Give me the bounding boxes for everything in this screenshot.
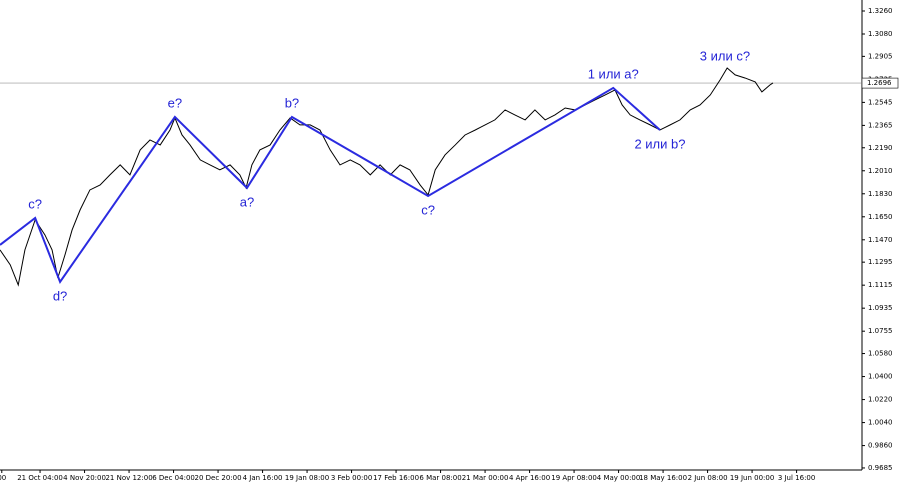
x-tick-label: 4 Nov 20:00 [63, 474, 106, 482]
y-tick-label: 1.1470 [868, 236, 893, 244]
x-tick-label: 17 Feb 16:00 [373, 474, 419, 482]
y-tick-label: 1.0580 [868, 350, 893, 358]
x-tick-label: 19 Apr 08:00 [551, 474, 597, 482]
wave-label: d? [53, 288, 67, 303]
y-tick-label: 1.3260 [868, 7, 893, 15]
x-tick-label: 6 Mar 08:00 [419, 474, 461, 482]
y-tick-label: 1.1830 [868, 190, 893, 198]
wave-label: c? [28, 196, 42, 211]
x-tick-label: 21 Oct 04:00 [17, 474, 63, 482]
x-tick-label: 19 Jun 00:00 [730, 474, 774, 482]
y-tick-label: 1.0220 [868, 396, 893, 404]
price-box [861, 77, 899, 89]
price-line-series [0, 67, 774, 287]
y-tick-label: 1.1295 [868, 258, 893, 266]
wave-label: 1 или a? [588, 66, 639, 81]
x-tick-label: 20 Dec 20:00 [195, 474, 242, 482]
y-tick-label: 1.0935 [868, 304, 893, 312]
y-tick-label: 1.0040 [868, 419, 893, 427]
y-tick-label: 1.0400 [868, 373, 893, 381]
x-tick-label: 21 Mar 00:00 [462, 474, 509, 482]
y-tick-label: 1.2905 [868, 52, 893, 60]
y-tick-label: 1.3080 [868, 30, 893, 38]
x-tick-label: 2 Jun 08:00 [688, 474, 728, 482]
x-tick-label: 21 Nov 12:00 [105, 474, 152, 482]
x-tick-label: 3 Feb 00:00 [331, 474, 372, 482]
y-tick-label: 1.2190 [868, 144, 893, 152]
y-tick-label: 1.2545 [868, 98, 893, 106]
x-tick-label: 4 Jan 16:00 [243, 474, 283, 482]
y-tick-label: 1.1650 [868, 213, 893, 221]
y-tick-label: 0.9860 [868, 442, 893, 450]
x-tick-label: 00 [0, 474, 6, 482]
x-tick-label: 19 Jan 08:00 [285, 474, 329, 482]
wave-label: c? [421, 202, 435, 217]
y-tick-label: 1.2365 [868, 121, 893, 129]
wave-label: e? [168, 95, 182, 110]
y-tick-label: 0.9685 [868, 464, 893, 472]
x-tick-label: 6 Dec 04:00 [152, 474, 195, 482]
x-tick-label: 3 Jul 16:00 [778, 474, 816, 482]
wave-label: a? [240, 194, 254, 209]
x-tick-label: 18 May 16:00 [639, 474, 687, 482]
y-tick-label: 1.2010 [868, 167, 893, 175]
wave-label: b? [285, 95, 299, 110]
wave-line [0, 86, 661, 284]
price-label: 1.2696 [867, 79, 892, 87]
y-tick-label: 1.1115 [868, 281, 893, 289]
wave-label: 3 или c? [700, 48, 750, 63]
wave-label: 2 или b? [634, 136, 685, 151]
x-tick-label: 4 May 00:00 [597, 474, 641, 482]
x-tick-label: 4 Apr 16:00 [509, 474, 550, 482]
y-tick-label: 1.0755 [868, 327, 893, 335]
